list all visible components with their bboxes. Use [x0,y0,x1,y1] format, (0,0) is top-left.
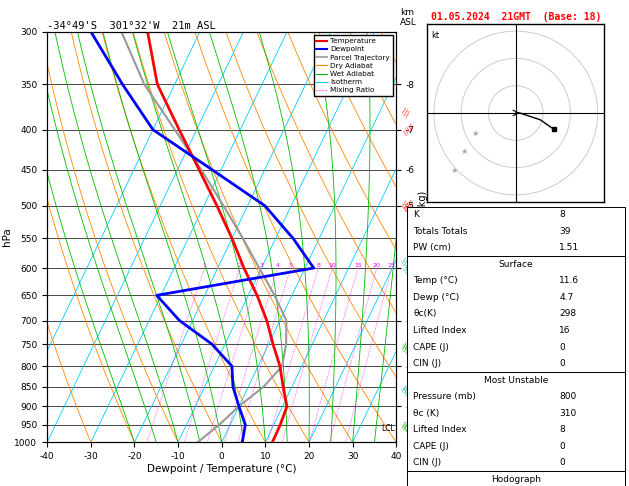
Text: 3: 3 [260,263,264,268]
Text: ★: ★ [471,129,479,138]
Text: 0: 0 [559,343,565,351]
X-axis label: Dewpoint / Temperature (°C): Dewpoint / Temperature (°C) [147,464,296,474]
Text: kt: kt [431,31,439,40]
Text: Hodograph: Hodograph [491,475,541,484]
Text: 11.6: 11.6 [559,277,579,285]
Text: 01.05.2024  21GMT  (Base: 18): 01.05.2024 21GMT (Base: 18) [431,12,601,22]
Text: Totals Totals: Totals Totals [413,227,468,236]
Text: 298: 298 [559,310,576,318]
Text: 10: 10 [328,263,336,268]
Text: CIN (J): CIN (J) [413,458,442,467]
Text: 310: 310 [559,409,577,417]
Text: 0: 0 [559,359,565,368]
Text: 5: 5 [289,263,292,268]
Text: 8: 8 [559,425,565,434]
Text: K: K [413,210,420,219]
Text: \\\: \\\ [399,420,411,433]
Text: /////: ///// [403,200,415,212]
Text: ★: ★ [460,147,468,156]
Text: 2: 2 [238,263,242,268]
Text: 25: 25 [388,263,396,268]
Text: θᴄ(K): θᴄ(K) [413,310,437,318]
Text: 800: 800 [559,392,577,401]
Text: 0: 0 [559,458,565,467]
Text: Pressure (mb): Pressure (mb) [413,392,476,401]
Text: CIN (J): CIN (J) [413,359,442,368]
Text: /////: ///// [403,381,415,393]
Text: ★: ★ [450,166,458,175]
Text: 20: 20 [373,263,381,268]
Text: CAPE (J): CAPE (J) [413,343,449,351]
Text: -34°49'S  301°32'W  21m ASL: -34°49'S 301°32'W 21m ASL [47,21,216,31]
Text: Surface: Surface [498,260,533,269]
Text: Temp (°C): Temp (°C) [413,277,458,285]
Text: 8: 8 [559,210,565,219]
Text: 39: 39 [559,227,571,236]
Text: 16: 16 [559,326,571,335]
Text: \\\: \\\ [399,343,411,355]
Text: LCL: LCL [381,424,395,433]
Text: /////: ///// [403,418,415,431]
Text: 1: 1 [203,263,206,268]
Text: CAPE (J): CAPE (J) [413,442,449,451]
Text: 4: 4 [276,263,280,268]
Text: © weatheronline.co.uk: © weatheronline.co.uk [472,472,560,481]
Legend: Temperature, Dewpoint, Parcel Trajectory, Dry Adiabat, Wet Adiabat, Isotherm, Mi: Temperature, Dewpoint, Parcel Trajectory… [313,35,392,96]
Text: \\\: \\\ [399,200,411,212]
Text: 15: 15 [354,263,362,268]
Text: Most Unstable: Most Unstable [484,376,548,384]
Text: θᴄ (K): θᴄ (K) [413,409,440,417]
Y-axis label: Mixing Ratio (g/kg): Mixing Ratio (g/kg) [418,191,428,283]
Text: 0: 0 [559,442,565,451]
Text: Lifted Index: Lifted Index [413,425,467,434]
Text: /////: ///// [403,338,415,350]
Text: 4.7: 4.7 [559,293,574,302]
Y-axis label: hPa: hPa [2,227,12,246]
Text: /////: ///// [403,261,415,274]
Text: PW (cm): PW (cm) [413,243,452,252]
Text: /////: ///// [403,123,415,136]
Text: Dewp (°C): Dewp (°C) [413,293,460,302]
Text: \\\: \\\ [399,106,411,118]
Text: km
ASL: km ASL [400,8,416,28]
Text: \\\: \\\ [399,385,411,397]
Text: Lifted Index: Lifted Index [413,326,467,335]
Text: 8: 8 [316,263,320,268]
Text: 1.51: 1.51 [559,243,579,252]
Text: \\\: \\\ [399,256,411,268]
